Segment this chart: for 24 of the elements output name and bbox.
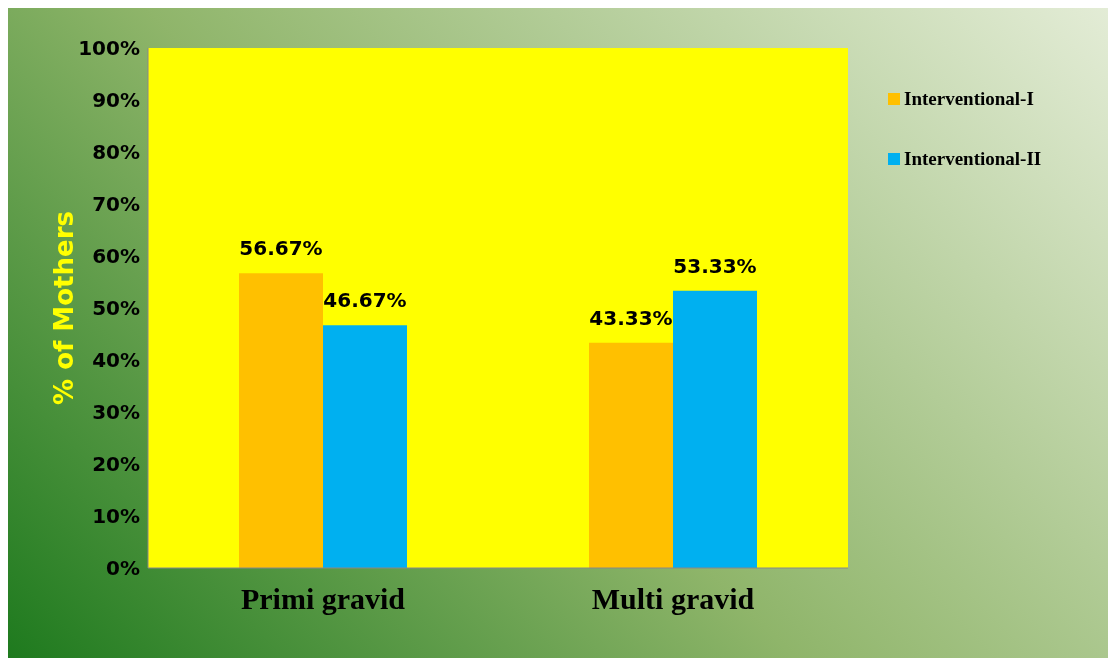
y-tick-label: 50% bbox=[92, 296, 140, 321]
y-tick-label: 100% bbox=[78, 36, 140, 61]
data-label: 56.67% bbox=[239, 236, 323, 261]
y-tick-label: 60% bbox=[92, 244, 140, 269]
y-axis-title: % of Mothers bbox=[49, 211, 80, 405]
data-label: 53.33% bbox=[673, 253, 757, 278]
y-tick-label: 70% bbox=[92, 192, 140, 217]
y-tick-label: 90% bbox=[92, 88, 140, 113]
y-tick-label: 10% bbox=[92, 504, 140, 529]
bar bbox=[239, 273, 323, 568]
legend-label: Interventional-I bbox=[904, 88, 1034, 110]
y-tick-label: 80% bbox=[92, 140, 140, 165]
bar bbox=[589, 342, 673, 568]
x-tick-label: Multi gravid bbox=[591, 582, 755, 616]
bar bbox=[323, 325, 407, 568]
legend-label: Interventional-II bbox=[904, 148, 1042, 170]
y-tick-label: 20% bbox=[92, 452, 140, 477]
x-tick-label: Primi gravid bbox=[240, 582, 406, 616]
bar bbox=[673, 290, 757, 568]
y-tick-label: 40% bbox=[92, 348, 140, 373]
data-label: 46.67% bbox=[323, 288, 407, 313]
y-tick-label: 0% bbox=[106, 556, 140, 581]
data-label: 43.33% bbox=[589, 305, 673, 330]
y-tick-label: 30% bbox=[92, 400, 140, 425]
